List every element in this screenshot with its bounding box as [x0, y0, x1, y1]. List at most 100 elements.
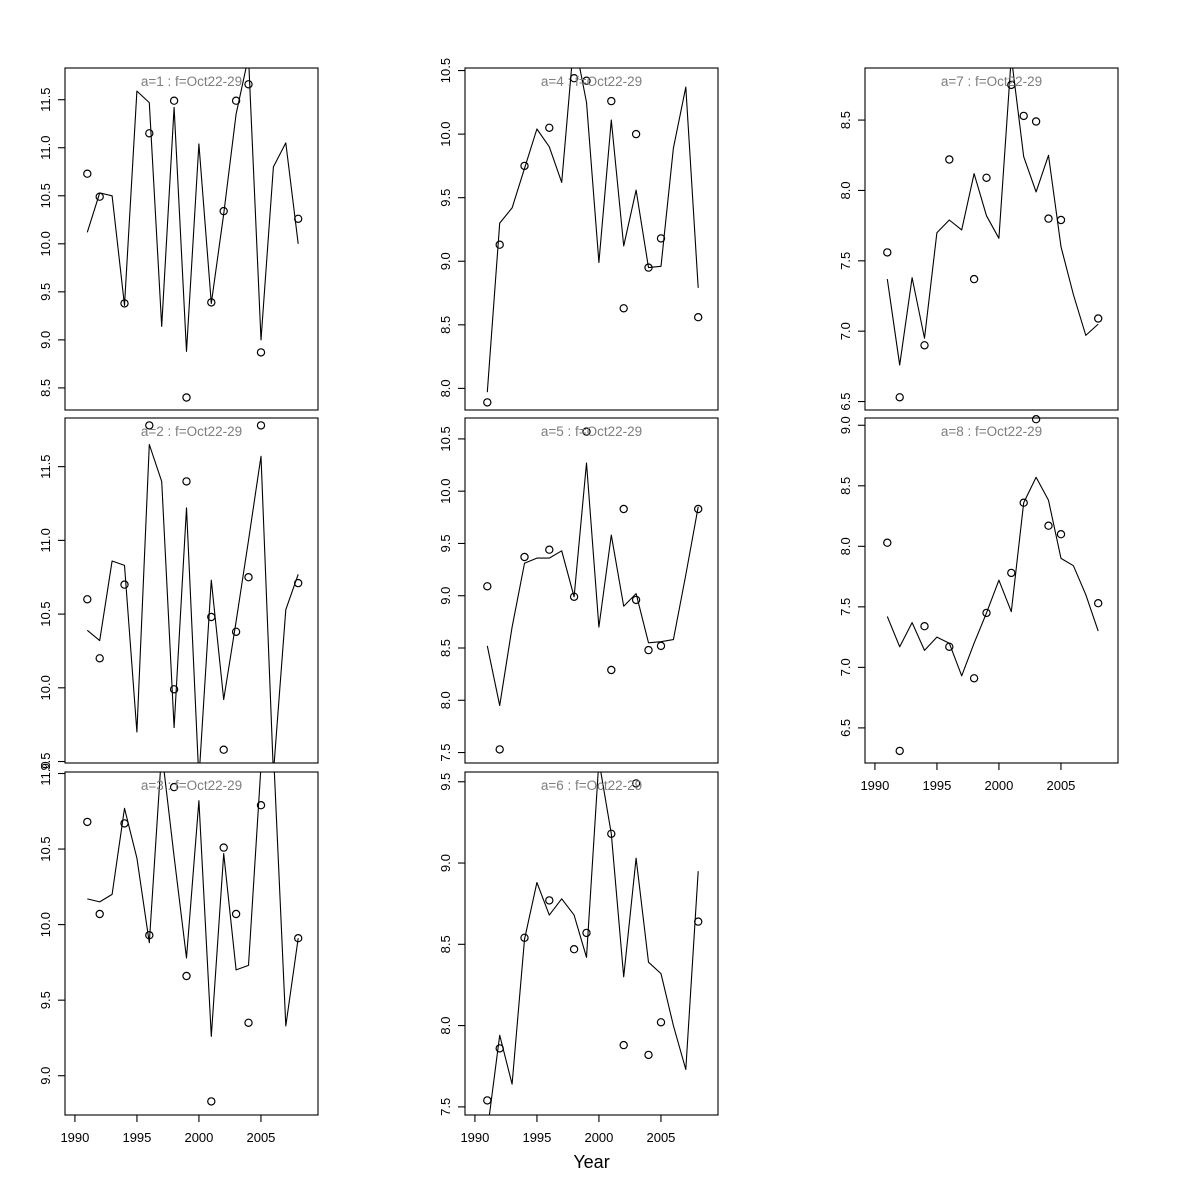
data-point: [256, 801, 266, 810]
data-point: [207, 612, 216, 622]
data-point: [1007, 80, 1016, 90]
data-point: [256, 421, 266, 430]
y-tick-label: 9.0: [438, 854, 453, 872]
fit-line: [86, 68, 299, 352]
y-tick-label: 9.5: [438, 534, 453, 552]
data-point: [656, 641, 666, 651]
data-point: [694, 917, 703, 926]
panel-a7: 6.5 7.0 7.5 8.0 8.5 a=7 : f=Oct22-29: [838, 67, 1119, 411]
data-point: [145, 421, 154, 430]
y-tick-label: 11.0: [38, 528, 53, 552]
data-point: [483, 582, 492, 591]
y-tick-label: 6.5: [838, 393, 853, 411]
data-point: [219, 843, 228, 852]
data-point: [83, 169, 92, 178]
y-tick-label: 8.5: [38, 379, 53, 397]
data-point: [656, 234, 666, 243]
panel-title: a=1 : f=Oct22-29: [141, 74, 242, 89]
data-point: [969, 674, 979, 683]
y-tick-label: 8.5: [438, 935, 453, 953]
data-point: [231, 96, 241, 105]
y-tick-label: 8.0: [838, 181, 853, 199]
data-point: [120, 299, 129, 308]
fit-line: [87, 772, 299, 1037]
data-point: [182, 393, 191, 402]
data-point: [619, 304, 628, 313]
x-tick-label: 1990: [460, 1130, 489, 1145]
data-point: [95, 192, 104, 201]
data-point: [607, 665, 616, 675]
data-point: [631, 595, 641, 605]
y-tick-label: 9.5: [38, 991, 53, 1009]
data-point: [582, 76, 591, 85]
data-point: [920, 622, 929, 631]
data-point: [644, 263, 653, 272]
panel-frame: [64, 417, 319, 764]
data-point: [207, 1097, 216, 1106]
data-point: [569, 945, 579, 954]
panel-frame: [864, 67, 1119, 411]
data-point: [483, 1096, 492, 1105]
panel-title: a=5 : f=Oct22-29: [541, 424, 642, 439]
data-point: [182, 971, 191, 981]
data-point: [607, 829, 616, 839]
data-point: [619, 1040, 628, 1050]
data-point: [219, 206, 228, 216]
y-tick-label: 11.5: [38, 454, 53, 478]
y-tick-label: 8.5: [838, 111, 853, 129]
y-tick-label: 10.0: [38, 912, 53, 937]
panel-frame: [464, 67, 719, 411]
y-tick-label: 8.0: [438, 691, 453, 709]
x-tick-label: 1990: [860, 778, 889, 793]
y-tick-label: 8.5: [438, 639, 453, 657]
data-point: [169, 96, 179, 105]
data-point: [1044, 214, 1053, 223]
data-point: [656, 1018, 666, 1027]
data-point: [244, 573, 253, 582]
data-point: [545, 896, 554, 905]
data-point: [1007, 568, 1016, 578]
data-point: [520, 933, 529, 943]
data-point: [644, 1050, 653, 1060]
y-tick-label: 8.0: [438, 379, 453, 397]
x-tick-label: 2000: [184, 1130, 213, 1145]
panel-frame: [464, 771, 719, 1116]
y-tick-label: 8.0: [438, 1017, 453, 1035]
data-point: [95, 654, 104, 663]
data-point: [1031, 415, 1041, 424]
data-point: [545, 123, 554, 133]
panel-title: a=7 : f=Oct22-29: [941, 74, 1042, 89]
y-tick-label: 8.5: [438, 316, 453, 334]
data-point: [120, 819, 129, 828]
panel-frame: [864, 417, 1119, 764]
x-tick-label: 1995: [522, 1130, 551, 1145]
data-point: [231, 627, 241, 637]
x-tick-label: 2005: [246, 1130, 275, 1145]
data-point: [1093, 314, 1103, 323]
panel-frame: [64, 67, 319, 411]
y-tick-label: 11.0: [38, 136, 53, 160]
panel-title: a=2 : f=Oct22-29: [141, 424, 242, 439]
y-tick-label: 8.0: [838, 537, 853, 555]
fit-line: [886, 68, 1099, 366]
fit-line: [886, 476, 1099, 677]
data-point: [169, 685, 179, 694]
y-tick-label: 10.5: [438, 58, 453, 83]
data-point: [95, 909, 104, 919]
data-point: [619, 504, 628, 514]
fit-line: [486, 462, 699, 707]
x-tick-label: 1990: [60, 1130, 89, 1145]
x-tick-label: 2000: [984, 778, 1013, 793]
y-tick-label: 11.0: [38, 761, 53, 785]
data-point: [883, 538, 892, 547]
data-point: [1044, 521, 1053, 530]
y-tick-label: 10.0: [38, 675, 53, 700]
data-point: [120, 580, 129, 589]
data-point: [945, 642, 954, 652]
data-point: [495, 240, 504, 249]
panel-a6: 7.5 8.0 8.5 9.0 9.5 1990 1995 2000 2005 a=6 : f=O…: [438, 771, 719, 1145]
y-tick-label: 10.5: [38, 601, 53, 626]
data-point: [244, 1018, 253, 1028]
data-point: [545, 545, 554, 554]
